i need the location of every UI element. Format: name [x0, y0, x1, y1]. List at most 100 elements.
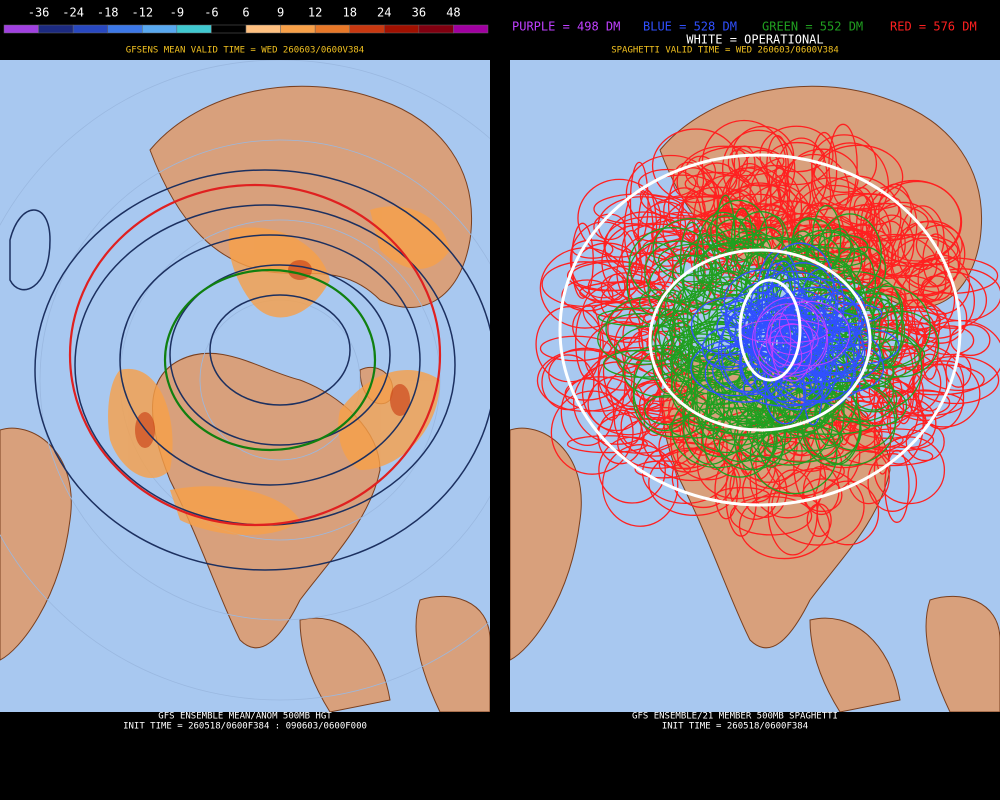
spaghetti-line — [868, 214, 915, 276]
left-map — [0, 60, 490, 712]
spaghetti-line — [892, 344, 915, 425]
spaghetti-line — [861, 205, 892, 265]
spaghetti-line — [771, 467, 865, 546]
spaghetti-line — [661, 318, 702, 339]
spaghetti-line — [716, 228, 768, 249]
colorbar-label: -18 — [97, 6, 119, 20]
spaghetti-line — [671, 254, 723, 293]
spaghetti-contours — [535, 119, 1000, 560]
spaghetti-line — [740, 320, 830, 402]
spaghetti-line — [698, 145, 785, 177]
spaghetti-line — [739, 348, 760, 386]
spaghetti-line — [738, 149, 787, 223]
colorbar-swatch — [453, 24, 489, 34]
spaghetti-line — [725, 233, 790, 283]
spaghetti-line — [733, 406, 776, 471]
spaghetti-line — [684, 155, 717, 188]
spaghetti-line — [875, 220, 906, 268]
colorbar-label: -6 — [204, 6, 218, 20]
spaghetti-line — [566, 435, 648, 454]
spaghetti-line — [662, 196, 751, 265]
spaghetti-line — [723, 269, 806, 336]
spaghetti-line — [613, 382, 696, 457]
spaghetti-line — [541, 354, 595, 411]
spaghetti-line — [571, 222, 594, 299]
colorbar-label: 24 — [377, 6, 391, 20]
colorbar-swatch — [418, 24, 454, 34]
spaghetti-line — [652, 217, 731, 283]
spaghetti-line — [917, 257, 947, 302]
spaghetti-line — [676, 145, 771, 218]
spaghetti-line — [912, 355, 1000, 405]
spaghetti-line — [607, 298, 677, 360]
colorbar-swatch — [314, 24, 350, 34]
colorbar-label: 18 — [342, 6, 356, 20]
spaghetti-line — [811, 134, 878, 193]
colorbar-label: -9 — [170, 6, 184, 20]
colorbar-swatch — [142, 24, 178, 34]
spaghetti-line — [729, 495, 813, 536]
right-map — [510, 60, 1000, 712]
legend-entry: PURPLE = 498 DM — [512, 20, 620, 34]
spaghetti-line — [915, 314, 938, 366]
colorbar-swatch — [245, 24, 281, 34]
colorbar-swatch — [3, 24, 39, 34]
spaghetti-line — [865, 179, 963, 265]
spaghetti-line — [774, 371, 861, 402]
legend-entry: GREEN = 552 DM — [762, 20, 863, 34]
spaghetti-line — [632, 347, 697, 432]
operational-contour — [738, 278, 802, 382]
colorbar-swatch — [349, 24, 385, 34]
red-contour — [68, 183, 442, 527]
spaghetti-line — [810, 142, 890, 228]
colorbar-swatch — [280, 24, 316, 34]
spaghetti-line — [867, 201, 939, 278]
spaghetti-line — [907, 360, 981, 428]
spaghetti-line — [924, 325, 975, 356]
spaghetti-line — [806, 353, 834, 377]
spaghetti-line — [805, 231, 855, 277]
spaghetti-line — [704, 345, 753, 368]
spaghetti-line — [699, 241, 767, 292]
spaghetti-line — [721, 129, 796, 208]
spaghetti-line — [625, 154, 717, 232]
legend-entry: BLUE = 528 DM — [643, 20, 737, 34]
spaghetti-line — [583, 321, 663, 391]
colorbar-swatch — [384, 24, 420, 34]
colorbar-label: -24 — [62, 6, 84, 20]
colorbar-label: 12 — [308, 6, 322, 20]
spaghetti-line — [890, 299, 939, 332]
spaghetti-line — [749, 440, 827, 519]
spaghetti-line — [886, 398, 937, 449]
spaghetti-line — [768, 323, 819, 356]
spaghetti-line — [550, 390, 634, 475]
spaghetti-line — [710, 199, 768, 261]
spaghetti-line — [718, 355, 776, 425]
left-footer: INIT TIME = 260518/0600F384 : 090603/060… — [123, 722, 367, 732]
spaghetti-line — [819, 234, 869, 260]
left-footer: GFS ENSEMBLE MEAN/ANOM 500MB HGT — [158, 712, 332, 722]
spaghetti-line — [829, 247, 877, 317]
spaghetti-line — [605, 296, 696, 362]
right-header: SPAGHETTI VALID TIME = WED 260603/0600V3… — [611, 46, 839, 56]
spaghetti-line — [852, 374, 894, 411]
spaghetti-line — [672, 161, 705, 199]
spaghetti-line — [644, 240, 714, 304]
spaghetti-line — [651, 128, 741, 204]
spaghetti-line — [869, 234, 959, 267]
spaghetti-line — [828, 338, 926, 370]
spaghetti-line — [922, 268, 1000, 322]
spaghetti-line — [696, 360, 726, 440]
spaghetti-line — [648, 449, 741, 516]
spaghetti-line — [560, 378, 615, 447]
operational-contour — [558, 153, 962, 507]
spaghetti-line — [561, 279, 614, 312]
spaghetti-line — [904, 257, 999, 294]
spaghetti-line — [670, 345, 690, 406]
spaghetti-line — [884, 449, 910, 523]
colorbar-label: -12 — [131, 6, 153, 20]
spaghetti-line — [884, 310, 942, 331]
legend-entry: RED = 576 DM — [890, 20, 977, 34]
spaghetti-line — [897, 220, 966, 288]
